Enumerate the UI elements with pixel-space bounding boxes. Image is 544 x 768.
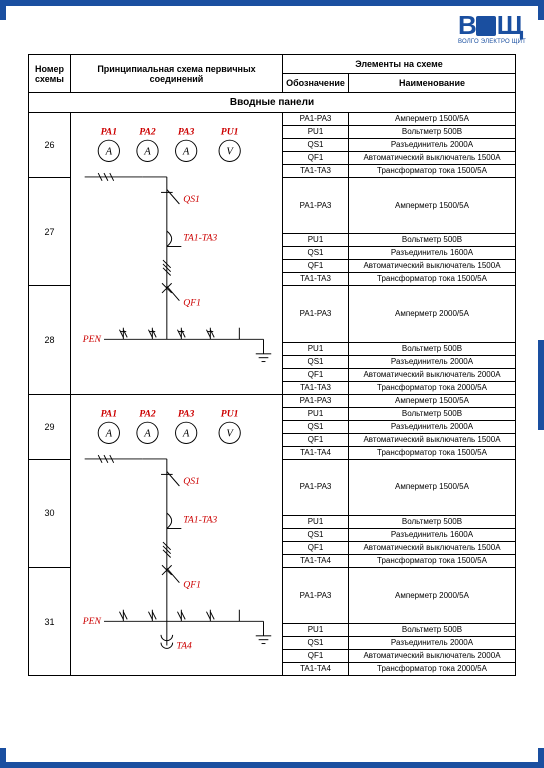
svg-text:PU1: PU1 (221, 408, 239, 419)
section-header: Вводные панели (29, 93, 516, 113)
header-elements: Элементы на схеме (283, 55, 516, 74)
svg-text:QF1: QF1 (183, 579, 201, 590)
header-des: Обозначение (283, 74, 349, 93)
svg-text:PA2: PA2 (139, 126, 156, 137)
elem-name: Амперметр 1500/5А (349, 113, 516, 126)
svg-text:A: A (143, 428, 151, 439)
logo-subtitle: ВОЛГО ЭЛЕКТРО ЩИТ (458, 39, 526, 45)
row-num: 26 (29, 113, 71, 178)
schema-cell-2: PA1 PA2 PA3 PU1 A A A V (71, 394, 283, 676)
svg-text:A: A (182, 428, 190, 439)
svg-text:TA1-TA3: TA1-TA3 (183, 233, 217, 244)
svg-text:A: A (182, 147, 190, 158)
svg-text:PA2: PA2 (139, 408, 156, 419)
svg-text:QS1: QS1 (183, 476, 200, 487)
svg-text:PEN: PEN (82, 616, 102, 627)
table-row: 26 PA1 PA2 PA3 PU1 A A A V (29, 113, 516, 126)
svg-text:PA3: PA3 (178, 126, 195, 137)
svg-text:QF1: QF1 (183, 297, 201, 308)
header-name: Наименование (349, 74, 516, 93)
svg-text:PA3: PA3 (178, 408, 195, 419)
header-schema: Принципиальная схема первичных соединени… (71, 55, 283, 93)
svg-text:A: A (105, 147, 113, 158)
svg-text:PU1: PU1 (221, 126, 239, 137)
schema-cell-1: PA1 PA2 PA3 PU1 A A A V (71, 113, 283, 395)
svg-text:PA1: PA1 (101, 126, 117, 137)
svg-text:QS1: QS1 (183, 194, 200, 205)
main-table: Номер схемы Принципиальная схема первичн… (28, 54, 516, 676)
svg-text:A: A (143, 147, 151, 158)
svg-text:V: V (226, 428, 234, 439)
svg-text:TA4: TA4 (177, 640, 193, 651)
svg-text:TA1-TA3: TA1-TA3 (183, 514, 217, 525)
svg-text:A: A (105, 428, 113, 439)
logo: ВЩ ВОЛГО ЭЛЕКТРО ЩИТ (458, 10, 526, 45)
header-num: Номер схемы (29, 55, 71, 93)
elem-des: PA1-PA3 (283, 113, 349, 126)
svg-text:V: V (226, 147, 234, 158)
svg-text:PEN: PEN (82, 334, 102, 345)
svg-text:PA1: PA1 (101, 408, 117, 419)
